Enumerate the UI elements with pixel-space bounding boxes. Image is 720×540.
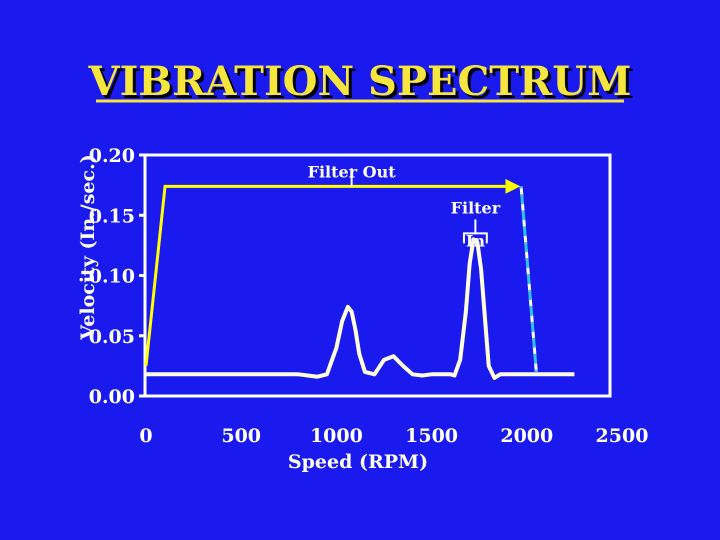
filter-in-bracket <box>462 219 488 244</box>
y-tick-label: 0.10 <box>89 266 135 288</box>
filter-out-label: Filter Out <box>308 162 397 181</box>
x-tick-label: 1000 <box>310 425 363 447</box>
x-axis-label: Speed (RPM) <box>288 451 428 473</box>
x-ticks: 0 500 1000 1500 2000 2500 <box>139 425 648 447</box>
y-tick-label: 0.15 <box>89 205 135 227</box>
x-tick-label: 1500 <box>405 425 458 447</box>
chart-title: VIBRATION SPECTRUM <box>88 58 632 105</box>
y-axis-label: Velocity (In./sec.) <box>77 154 99 340</box>
x-tick-label: 2500 <box>596 425 649 447</box>
filter-in-label-line2: In <box>466 231 485 250</box>
x-tick-label: 500 <box>221 425 261 447</box>
y-ticks: 0.00 0.05 0.10 0.15 0.20 <box>89 145 145 408</box>
x-tick-label: 0 <box>139 425 152 447</box>
y-tick-label: 0.20 <box>89 145 135 167</box>
y-tick-label: 0.05 <box>89 326 135 348</box>
spectrum-line <box>146 237 575 380</box>
plot-frame <box>143 153 612 398</box>
x-tick-label: 2000 <box>500 425 553 447</box>
filter-out-envelope <box>144 178 521 367</box>
filter-out-dashed-drop-accent <box>519 186 538 373</box>
y-tick-label: 0.00 <box>89 386 135 408</box>
filter-in-label-line1: Filter <box>451 198 501 217</box>
